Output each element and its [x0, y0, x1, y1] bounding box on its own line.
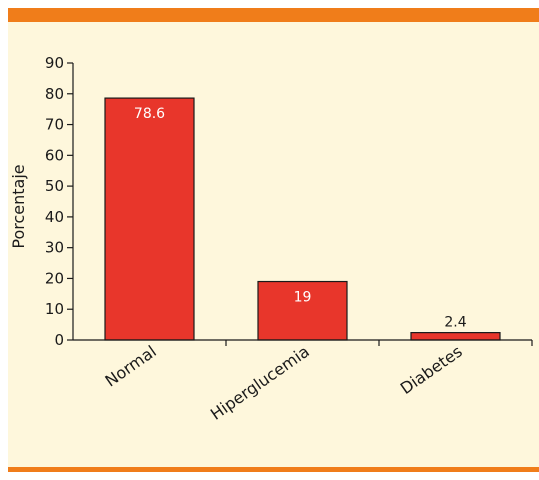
bars: 78.6 19 2.4 — [104, 97, 501, 341]
x-axis: Normal Hiperglucemia Diabetes — [73, 339, 533, 424]
bottom-accent-bar — [8, 467, 539, 472]
y-axis-label: Porcentaje — [9, 164, 28, 248]
bar-value-label: 2.4 — [444, 315, 466, 331]
y-tick-label: 0 — [54, 331, 64, 349]
bar-diabetes — [410, 332, 501, 341]
x-category-label: Hiperglucemia — [207, 342, 313, 424]
y-tick-label: 40 — [45, 208, 64, 226]
y-tick-label: 10 — [45, 300, 64, 318]
y-tick-label: 90 — [45, 54, 64, 72]
y-tick-label: 80 — [45, 85, 64, 103]
x-category-label: Normal — [101, 342, 159, 391]
y-tick-label: 30 — [45, 239, 64, 257]
y-tick-label: 20 — [45, 269, 64, 287]
bar-value-label: 19 — [294, 290, 312, 306]
bar-normal — [104, 97, 195, 341]
y-tick-label: 50 — [45, 177, 64, 195]
top-accent-bar — [8, 8, 539, 22]
y-tick-label: 70 — [45, 116, 64, 134]
chart-panel — [8, 8, 539, 472]
y-tick-label: 60 — [45, 146, 64, 164]
x-category-label: Diabetes — [397, 342, 466, 398]
bar-value-label: 78.6 — [134, 106, 165, 122]
y-axis: 0 10 20 30 40 50 60 70 80 90 — [45, 54, 74, 349]
